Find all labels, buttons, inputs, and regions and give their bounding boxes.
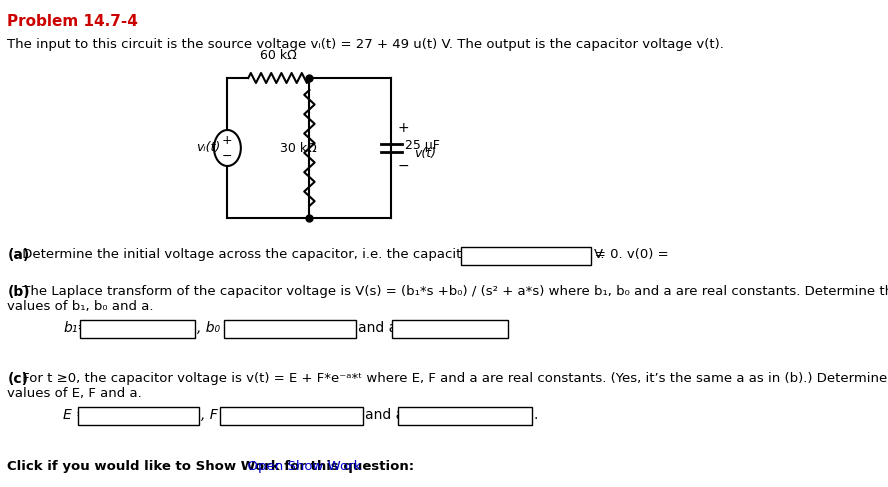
Text: 60 kΩ: 60 kΩ [260, 49, 297, 62]
Text: Problem 14.7-4: Problem 14.7-4 [7, 14, 139, 29]
Circle shape [214, 130, 241, 166]
Text: +: + [222, 134, 233, 148]
Text: −: − [222, 150, 233, 163]
Text: For t ≥0, the capacitor voltage is v(t) = E + F*e⁻ᵃ*ᵗ where E, F and a are real : For t ≥0, the capacitor voltage is v(t) … [18, 372, 888, 385]
Text: .: . [534, 408, 538, 422]
Text: (b): (b) [7, 285, 30, 299]
Text: and a =: and a = [365, 408, 420, 422]
Text: and a =: and a = [358, 321, 413, 335]
FancyBboxPatch shape [392, 320, 508, 338]
Text: 30 kΩ: 30 kΩ [280, 142, 316, 154]
Text: The input to this circuit is the source voltage vᵢ(t) = 27 + 49 u(t) V. The outp: The input to this circuit is the source … [7, 38, 725, 51]
FancyBboxPatch shape [398, 407, 533, 425]
Text: , b₀ =: , b₀ = [197, 321, 236, 335]
FancyBboxPatch shape [80, 320, 195, 338]
Text: −: − [398, 159, 409, 173]
Text: V.: V. [594, 248, 606, 261]
Text: (a): (a) [7, 248, 29, 262]
Text: The Laplace transform of the capacitor voltage is V(s) = (b₁*s +b₀) / (s² + a*s): The Laplace transform of the capacitor v… [18, 285, 888, 298]
FancyBboxPatch shape [78, 407, 199, 425]
Text: Click if you would like to Show Work for this question:: Click if you would like to Show Work for… [7, 460, 415, 473]
Text: Determine the initial voltage across the capacitor, i.e. the capacitor voltage a: Determine the initial voltage across the… [18, 248, 669, 261]
Text: Open Show Work: Open Show Work [239, 460, 361, 473]
Text: b₁=: b₁= [63, 321, 90, 335]
Text: , F =: , F = [201, 408, 234, 422]
FancyBboxPatch shape [220, 407, 363, 425]
Text: E =: E = [63, 408, 88, 422]
Text: 25 μF: 25 μF [405, 139, 440, 152]
Text: v(t): v(t) [414, 147, 436, 160]
FancyBboxPatch shape [224, 320, 356, 338]
Text: values of b₁, b₀ and a.: values of b₁, b₀ and a. [7, 300, 154, 313]
FancyBboxPatch shape [461, 247, 591, 265]
Text: vᵢ(t): vᵢ(t) [195, 142, 220, 154]
Text: values of E, F and a.: values of E, F and a. [7, 387, 142, 400]
Text: +: + [398, 121, 409, 135]
Text: (c): (c) [7, 372, 28, 386]
